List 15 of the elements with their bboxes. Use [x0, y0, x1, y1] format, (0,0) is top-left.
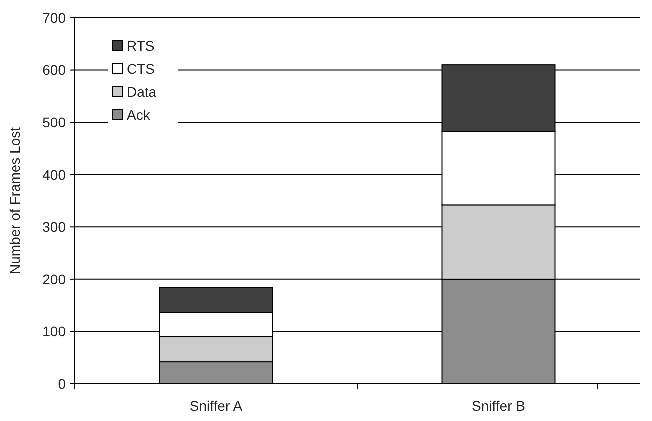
y-tick-label: 0 — [58, 376, 66, 392]
legend-label: Ack — [127, 106, 152, 123]
y-tick-label: 500 — [42, 114, 66, 130]
y-tick-label: 300 — [42, 219, 66, 236]
y-tick-label: 700 — [42, 10, 66, 26]
y-tick-label: 200 — [42, 271, 66, 288]
x-tick-label: Sniffer B — [472, 398, 526, 414]
y-axis-title: Number of Frames Lost — [7, 127, 23, 275]
x-tick-label: Sniffer A — [190, 398, 244, 414]
y-tick-label: 100 — [42, 324, 66, 340]
legend-label: CTS — [127, 60, 155, 77]
y-tick-label: 400 — [42, 166, 66, 183]
y-tick-label: 600 — [42, 62, 66, 78]
legend-label: RTS — [127, 38, 155, 54]
legend-label: Data — [127, 84, 157, 100]
